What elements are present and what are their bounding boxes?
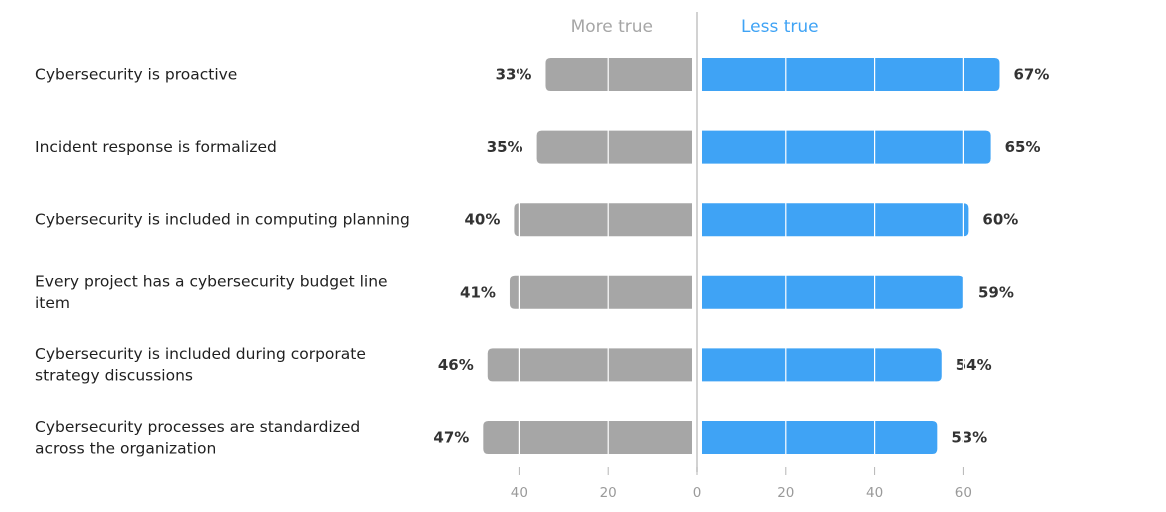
category-label: strategy discussions [35, 367, 193, 385]
series-header-right: Less true [741, 17, 819, 37]
bar-more-true [483, 421, 692, 454]
category-label: Incident response is formalized [35, 138, 277, 156]
category-label: Cybersecurity processes are standardized [35, 418, 360, 436]
value-label-less-true: 67% [1013, 66, 1049, 84]
bar-less-true [702, 58, 1000, 91]
value-label-less-true: 59% [978, 283, 1014, 301]
value-label-less-true: 54% [956, 356, 992, 374]
value-label-less-true: 60% [982, 211, 1018, 229]
category-label: Cybersecurity is included during corpora… [35, 345, 366, 363]
value-label-more-true: 47% [433, 429, 469, 447]
value-label-more-true: 46% [438, 356, 474, 374]
labels: More true Less true Cybersecurity is proac… [35, 17, 1049, 457]
gridlines [430, 56, 965, 456]
value-label-more-true: 35% [487, 138, 523, 156]
bar-more-true [514, 203, 692, 237]
bar-less-true [702, 203, 969, 237]
bar-more-true [509, 275, 692, 309]
x-tick-label: 40 [511, 485, 528, 501]
category-label: across the organization [35, 439, 216, 457]
category-label: item [35, 294, 70, 312]
bar-less-true [702, 130, 991, 164]
x-tick-label: 60 [955, 485, 972, 501]
value-label-more-true: 41% [460, 283, 496, 301]
value-label-less-true: 65% [1005, 138, 1041, 156]
bar-less-true [702, 275, 964, 309]
x-tick-label: 20 [777, 485, 794, 501]
category-label: Every project has a cybersecurity budget… [35, 273, 388, 291]
bar-more-true [545, 58, 692, 91]
bar-less-true [702, 421, 938, 454]
value-label-more-true: 40% [464, 211, 500, 229]
x-tick-label: 20 [600, 485, 617, 501]
category-label: Cybersecurity is proactive [35, 66, 237, 84]
value-label-less-true: 53% [951, 429, 987, 447]
bars [483, 58, 1000, 454]
value-label-more-true: 33% [496, 66, 532, 84]
x-tick-label: 0 [693, 485, 702, 501]
x-tick-label: 40 [866, 485, 883, 501]
bar-more-true [487, 348, 692, 382]
bar-more-true [536, 130, 692, 164]
x-axis: 40 20 0 20 40 60 [511, 12, 972, 501]
category-label: Cybersecurity is included in computing p… [35, 211, 410, 229]
bar-less-true [702, 348, 942, 382]
series-header-left: More true [571, 17, 653, 37]
